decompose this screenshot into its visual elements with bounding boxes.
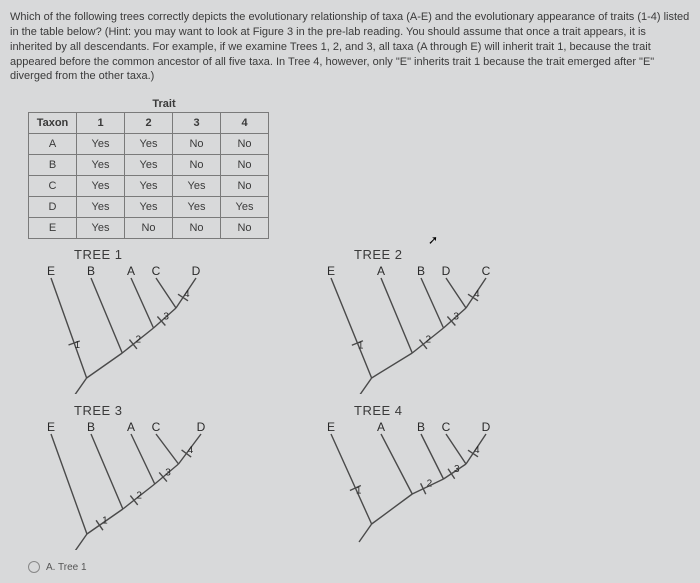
table-row: A Yes Yes No No (29, 134, 269, 155)
tree-title: TREE 4 (354, 403, 558, 418)
val-cell: Yes (125, 176, 173, 197)
tree-svg: E B A C D4 3 2 1 (28, 264, 228, 394)
svg-text:A: A (377, 420, 385, 434)
trait-table: Taxon 1 2 3 4 A Yes Yes No No B Yes Yes … (28, 112, 269, 239)
val-cell: Yes (77, 155, 125, 176)
tree-title: TREE 1 (74, 247, 278, 262)
val-cell: No (221, 155, 269, 176)
val-cell: No (173, 218, 221, 239)
row-header: Taxon (29, 113, 77, 134)
svg-text:D: D (442, 264, 451, 278)
svg-text:E: E (327, 420, 335, 434)
svg-text:2: 2 (425, 335, 431, 346)
svg-text:A: A (377, 264, 385, 278)
tree-3: TREE 3 E B A C D4 3 2 1 (28, 403, 278, 553)
svg-text:B: B (417, 420, 425, 434)
taxon-cell: A (29, 134, 77, 155)
val-cell: Yes (173, 176, 221, 197)
tree-4: TREE 4 E A B C D4 3 2 1 (308, 403, 558, 553)
val-cell: Yes (77, 218, 125, 239)
svg-text:4: 4 (184, 289, 190, 300)
val-cell: No (221, 134, 269, 155)
radio-icon[interactable] (28, 561, 40, 573)
val-cell: Yes (77, 176, 125, 197)
svg-text:C: C (442, 420, 451, 434)
tree-svg: E A B C D4 3 2 1 (308, 420, 508, 550)
val-cell: Yes (221, 197, 269, 218)
svg-text:C: C (152, 264, 161, 278)
svg-text:2: 2 (136, 491, 142, 502)
svg-text:3: 3 (454, 464, 460, 475)
taxon-cell: E (29, 218, 77, 239)
col-header: 1 (77, 113, 125, 134)
val-cell: Yes (125, 197, 173, 218)
svg-text:4: 4 (474, 289, 480, 300)
svg-text:2: 2 (135, 335, 141, 346)
svg-text:D: D (482, 420, 491, 434)
answer-option[interactable]: A. Tree 1 (28, 561, 690, 573)
taxon-cell: C (29, 176, 77, 197)
svg-text:A: A (127, 420, 135, 434)
svg-text:B: B (87, 420, 95, 434)
svg-text:1: 1 (358, 340, 364, 351)
svg-text:C: C (482, 264, 491, 278)
taxon-cell: D (29, 197, 77, 218)
col-header: 4 (221, 113, 269, 134)
tree-svg: E A B D C4 3 2 1 (308, 264, 508, 394)
table-row: B Yes Yes No No (29, 155, 269, 176)
svg-text:B: B (87, 264, 95, 278)
answer-label: A. Tree 1 (46, 562, 87, 573)
svg-text:1: 1 (75, 340, 81, 351)
trees-grid: TREE 1 EBACD4321 ➚ TREE 2 EABDC4321 TREE… (28, 247, 690, 553)
tree-svg: E B A C D4 3 2 1 (28, 420, 228, 550)
val-cell: No (221, 176, 269, 197)
svg-text:E: E (47, 264, 55, 278)
val-cell: No (221, 218, 269, 239)
val-cell: Yes (77, 134, 125, 155)
val-cell: Yes (173, 197, 221, 218)
table-header-row: Taxon 1 2 3 4 (29, 113, 269, 134)
col-header: 2 (125, 113, 173, 134)
svg-text:1: 1 (356, 486, 362, 497)
svg-text:E: E (327, 264, 335, 278)
cursor-icon: ➚ (428, 233, 438, 247)
val-cell: No (173, 155, 221, 176)
svg-text:E: E (47, 420, 55, 434)
tree-1: TREE 1 E B A C D4 3 2 1 (28, 247, 278, 397)
svg-text:D: D (197, 420, 206, 434)
svg-text:C: C (152, 420, 161, 434)
table-row: E Yes No No No (29, 218, 269, 239)
svg-text:B: B (417, 264, 425, 278)
val-cell: Yes (125, 134, 173, 155)
trait-heading: Trait (70, 98, 258, 110)
val-cell: No (173, 134, 221, 155)
svg-text:4: 4 (188, 445, 194, 456)
table-row: C Yes Yes Yes No (29, 176, 269, 197)
svg-text:4: 4 (474, 445, 480, 456)
tree-title: TREE 2 (354, 247, 558, 262)
question-text: Which of the following trees correctly d… (10, 10, 690, 84)
svg-text:3: 3 (163, 312, 169, 323)
val-cell: Yes (125, 155, 173, 176)
taxon-cell: B (29, 155, 77, 176)
tree-title: TREE 3 (74, 403, 278, 418)
tree-2: ➚ TREE 2 EABDC4321 (308, 247, 558, 397)
svg-text:2: 2 (427, 479, 433, 490)
val-cell: No (125, 218, 173, 239)
table-row: D Yes Yes Yes Yes (29, 197, 269, 218)
val-cell: Yes (77, 197, 125, 218)
svg-text:3: 3 (165, 468, 171, 479)
col-header: 3 (173, 113, 221, 134)
svg-text:A: A (127, 264, 135, 278)
svg-text:3: 3 (453, 312, 459, 323)
svg-text:D: D (192, 264, 201, 278)
svg-text:1: 1 (102, 516, 108, 527)
